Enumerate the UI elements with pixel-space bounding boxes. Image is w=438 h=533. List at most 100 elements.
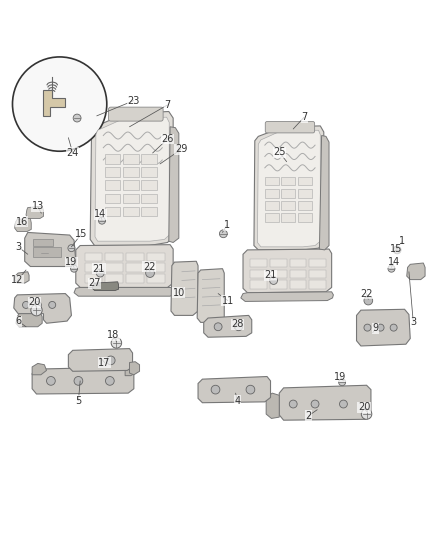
Circle shape	[246, 385, 255, 394]
Polygon shape	[254, 126, 324, 250]
Circle shape	[111, 338, 122, 348]
Bar	[265, 176, 279, 185]
Bar	[33, 239, 53, 246]
Polygon shape	[243, 249, 332, 293]
Polygon shape	[16, 313, 42, 327]
Text: 7: 7	[164, 100, 171, 110]
Polygon shape	[32, 367, 134, 394]
Circle shape	[99, 217, 106, 224]
Polygon shape	[169, 127, 179, 243]
Text: 14: 14	[94, 209, 106, 219]
Bar	[298, 176, 312, 185]
Polygon shape	[32, 364, 46, 375]
Bar	[85, 253, 102, 261]
Text: 26: 26	[161, 134, 174, 144]
Polygon shape	[68, 349, 133, 372]
Circle shape	[394, 246, 401, 253]
Circle shape	[211, 385, 220, 394]
Bar	[290, 259, 306, 268]
Text: 6: 6	[15, 316, 21, 326]
Polygon shape	[171, 261, 198, 316]
Polygon shape	[130, 362, 140, 375]
Bar	[141, 207, 157, 216]
Bar	[141, 193, 157, 203]
Circle shape	[96, 269, 104, 277]
Bar	[282, 189, 295, 198]
Bar	[251, 259, 267, 268]
Polygon shape	[14, 272, 29, 283]
Polygon shape	[26, 206, 43, 219]
Polygon shape	[76, 245, 173, 287]
Circle shape	[49, 302, 56, 309]
Bar	[298, 201, 312, 210]
Bar	[127, 253, 144, 261]
Text: 20: 20	[358, 402, 370, 412]
Bar	[309, 270, 326, 278]
Bar	[265, 201, 279, 210]
Text: 25: 25	[273, 147, 286, 157]
Bar	[282, 201, 295, 210]
Polygon shape	[319, 135, 329, 250]
Circle shape	[289, 400, 297, 408]
Text: 4: 4	[234, 396, 240, 406]
Bar	[141, 167, 157, 177]
Polygon shape	[43, 90, 65, 116]
Bar	[270, 259, 287, 268]
Text: 15: 15	[390, 244, 402, 254]
FancyBboxPatch shape	[265, 122, 314, 133]
Bar	[298, 189, 312, 198]
Circle shape	[377, 324, 384, 331]
Polygon shape	[258, 130, 320, 247]
Bar	[123, 193, 139, 203]
Text: 21: 21	[93, 264, 105, 273]
Polygon shape	[357, 309, 410, 346]
Bar	[105, 193, 120, 203]
Bar	[33, 247, 60, 257]
Text: 13: 13	[32, 201, 44, 211]
Circle shape	[12, 57, 107, 151]
Bar	[148, 253, 165, 261]
Text: 18: 18	[107, 330, 120, 341]
Text: 22: 22	[360, 288, 373, 298]
Bar	[265, 213, 279, 222]
Bar	[105, 167, 120, 177]
Text: 9: 9	[372, 324, 378, 334]
Bar	[105, 154, 120, 164]
Bar	[148, 274, 165, 283]
Text: 29: 29	[175, 144, 187, 155]
Text: 23: 23	[127, 95, 140, 106]
Bar	[123, 154, 139, 164]
Circle shape	[311, 400, 319, 408]
Bar	[251, 270, 267, 278]
Text: 14: 14	[388, 257, 400, 267]
Circle shape	[364, 324, 371, 331]
Polygon shape	[198, 376, 271, 403]
Text: 1: 1	[224, 220, 230, 230]
Polygon shape	[241, 292, 333, 302]
Bar	[127, 263, 144, 272]
Polygon shape	[279, 385, 371, 420]
Bar	[106, 253, 123, 261]
Circle shape	[74, 376, 83, 385]
Circle shape	[73, 114, 81, 122]
Bar	[141, 154, 157, 164]
Bar	[309, 259, 326, 268]
Bar	[85, 274, 102, 283]
Text: 17: 17	[99, 358, 111, 368]
Polygon shape	[92, 282, 119, 290]
Bar	[270, 280, 287, 289]
Text: 1: 1	[399, 236, 406, 246]
Polygon shape	[407, 263, 425, 280]
Polygon shape	[74, 287, 174, 296]
Polygon shape	[14, 219, 31, 231]
Circle shape	[22, 302, 29, 309]
Bar	[265, 189, 279, 198]
Bar	[123, 181, 139, 190]
Text: 27: 27	[88, 278, 101, 288]
Circle shape	[46, 376, 55, 385]
Text: 12: 12	[11, 276, 24, 286]
Polygon shape	[204, 316, 252, 337]
Text: 15: 15	[75, 229, 88, 239]
Circle shape	[388, 265, 395, 272]
Circle shape	[339, 400, 347, 408]
